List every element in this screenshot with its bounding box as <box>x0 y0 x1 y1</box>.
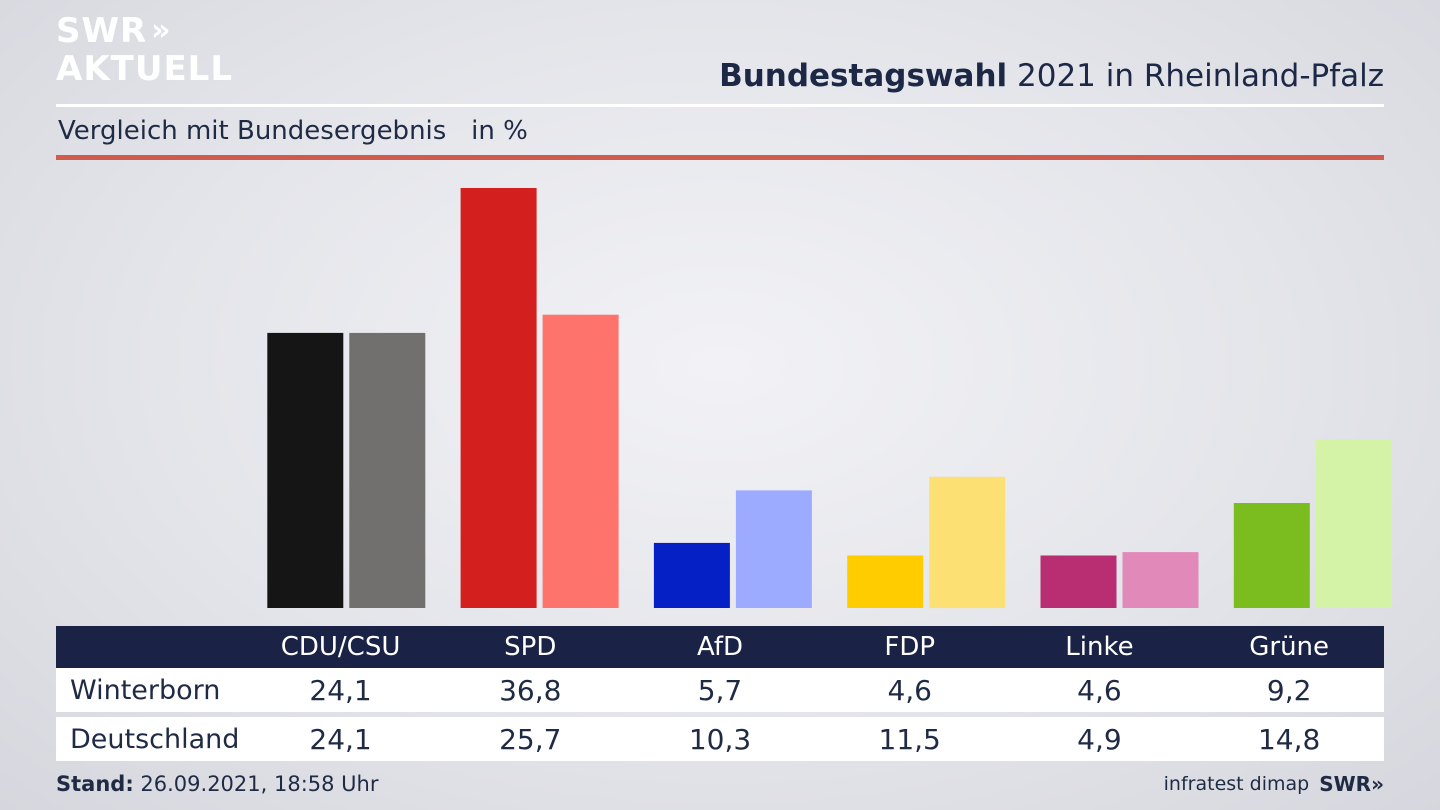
bar-fdp-winterborn <box>847 555 924 608</box>
data-label: 11,5 <box>878 722 941 756</box>
swr-aktuell-logo: SWR» AKTUELL <box>56 14 233 86</box>
category-label: CDU/CSU <box>280 632 401 662</box>
subtitle-divider <box>56 155 1384 160</box>
category-label: AfD <box>696 632 743 662</box>
bar-afd-winterborn <box>653 542 730 608</box>
source-text: infratest dimap <box>1163 773 1310 795</box>
bar-gr-ne-winterborn <box>1233 503 1310 608</box>
bar-cdu-csu-winterborn <box>267 332 344 608</box>
bar-linke-winterborn <box>1040 555 1117 608</box>
title-divider <box>56 104 1384 107</box>
timestamp-value: 26.09.2021, 18:58 Uhr <box>133 772 379 796</box>
data-label: 10,3 <box>688 722 752 756</box>
category-label: FDP <box>884 632 936 662</box>
data-label: 5,7 <box>697 673 743 707</box>
bar-spd-deutschland <box>542 314 619 608</box>
data-label: 4,6 <box>1077 673 1122 707</box>
chart-title-bold: Bundestagswahl <box>719 58 1008 94</box>
data-label: 4,9 <box>1077 722 1122 756</box>
bar-cdu-csu-deutschland <box>349 332 426 608</box>
bar-fdp-deutschland <box>929 476 1006 609</box>
chart-title-rest: 2021 in Rheinland-Pfalz <box>1007 58 1384 94</box>
timestamp: Stand: 26.09.2021, 18:58 Uhr <box>56 772 379 796</box>
table-header-row: CDU/CSU SPD AfD FDP Linke Grüne <box>56 626 1384 668</box>
data-label: 24,1 <box>309 673 372 707</box>
data-label: 36,8 <box>499 673 562 707</box>
data-label: 24,1 <box>309 722 372 756</box>
row-label: Winterborn <box>70 674 221 706</box>
table-row: Winterborn 24,1 36,8 5,7 4,6 4,6 9,2 <box>56 668 1384 712</box>
chart-title: Bundestagswahl 2021 in Rheinland-Pfalz <box>719 58 1384 94</box>
logo-text-aktuell: AKTUELL <box>56 49 234 89</box>
timestamp-label: Stand: <box>56 772 134 796</box>
swr-footer-logo: SWR» <box>1319 772 1384 796</box>
category-label: Linke <box>1065 632 1134 662</box>
logo-text-swr: SWR <box>56 11 148 51</box>
data-label: 25,7 <box>499 722 562 756</box>
data-label: 14,8 <box>1257 722 1321 756</box>
results-table: CDU/CSU SPD AfD FDP Linke Grüne Winterbo… <box>56 626 1384 761</box>
data-label: 9,2 <box>1266 673 1312 707</box>
chart-subtitle: Vergleich mit Bundesergebnis in % <box>58 116 528 146</box>
source-credit: infratest dimap SWR» <box>1164 772 1384 796</box>
bar-gr-ne-deutschland <box>1315 439 1392 608</box>
row-label: Deutschland <box>70 723 240 755</box>
bar-linke-deutschland <box>1122 552 1199 608</box>
bar-spd-winterborn <box>460 188 537 608</box>
data-label: 4,6 <box>887 673 932 707</box>
table-row: Deutschland 24,1 25,7 10,3 11,5 4,9 14,8 <box>56 717 1384 761</box>
category-label: Grüne <box>1249 632 1330 662</box>
bar-afd-deutschland <box>735 490 812 608</box>
category-label: SPD <box>504 632 557 662</box>
